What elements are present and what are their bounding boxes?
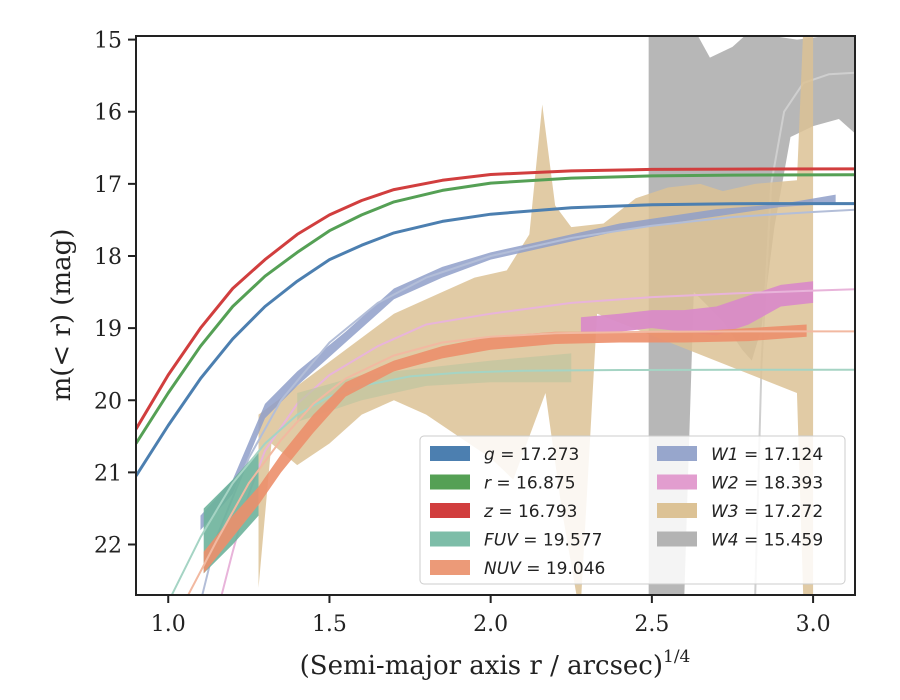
legend: g = 17.273 r = 16.875 z = 16.793 FUV = 19.5… [419,435,846,585]
series-nuv-band-1 [203,324,807,574]
y-tick-label-15: 15 [94,29,122,54]
axis-layer: 1.0 1.5 2.0 2.5 3.0 15 16 17 18 19 20 21 22 [94,29,831,637]
legend-label-w4: W4 = 15.459 [711,531,823,551]
legend-label-z: z = 16.793 [483,502,577,522]
series-w1-line-1 [201,208,855,595]
series-z-line-1 [136,167,855,430]
legend-label-w1: W1 = 17.124 [711,445,823,465]
legend-box [419,435,846,585]
legend-label-w3: W3 = 17.272 [711,502,823,522]
series-layer [136,36,855,595]
legend-swatch-w2 [657,474,697,490]
legend-swatch-nuv [430,560,470,575]
plot-frame [135,35,856,596]
legend-swatch-w1 [657,446,697,461]
y-tick-label-19: 19 [94,317,122,342]
legend-label-r: r = 16.875 [484,474,576,494]
x-tick-label-3.0: 3.0 [796,612,831,637]
series-r-line-1 [136,173,855,445]
y-tick-label-16: 16 [94,101,122,126]
series-w3-band-1 [258,36,814,595]
legend-swatch-g [430,446,470,461]
legend-items: g = 17.273 r = 16.875 z = 16.793 FUV = 19.5… [430,445,823,579]
x-tick-label-1.5: 1.5 [312,612,347,637]
legend-swatch-r [430,474,470,490]
y-tick-label-21: 21 [94,461,122,486]
x-tick-label-2.5: 2.5 [634,612,669,637]
y-axis-label: m(< r) (mag) [47,229,77,402]
y-tick-label-17: 17 [94,173,122,198]
legend-swatch-w4 [657,531,697,547]
x-tick-label-2.0: 2.0 [473,612,508,637]
legend-label-nuv: NUV = 19.046 [484,559,605,579]
legend-label-fuv: FUV = 19.577 [484,531,602,551]
legend-label-g: g = 17.273 [484,445,579,465]
series-nuv-line-1 [187,330,855,595]
legend-swatch-w3 [657,503,697,518]
legend-swatch-fuv [430,531,470,547]
y-tick-label-22: 22 [94,534,122,559]
legend-swatch-z [430,503,470,518]
y-tick-label-20: 20 [94,389,122,414]
y-tick-label-18: 18 [94,245,122,270]
legend-label-w2: W2 = 18.393 [711,474,823,494]
series-g-line-1 [136,202,855,477]
x-axis-label: (Semi-major axis r / arcsec)1/4 [300,647,691,681]
x-axis-label-superscript: 1/4 [663,647,690,667]
series-w2-band-1 [580,281,814,336]
x-tick-label-1.0: 1.0 [151,612,186,637]
